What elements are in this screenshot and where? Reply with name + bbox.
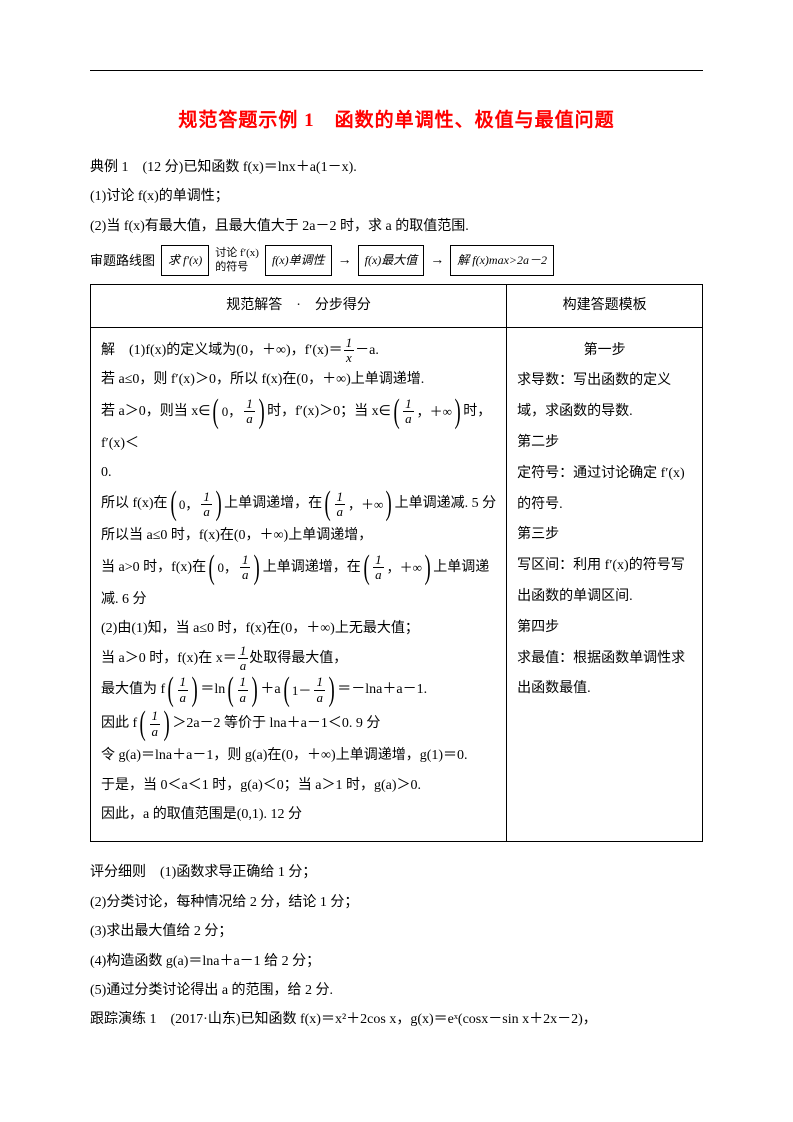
interval: (1a，＋∞) [391, 395, 463, 429]
step-4-title: 第四步 [517, 613, 692, 644]
flow-annotation: 讨论 f′(x) 的符号 [215, 247, 259, 273]
problem-q2: (2)当 f(x)有最大值，且最大值大于 2a－2 时，求 a 的取值范围. [90, 212, 703, 241]
table-row: 解 (1)f(x)的定义域为(0，＋∞)，f′(x)＝1x－a. 若 a≤0，则… [91, 327, 703, 842]
problem-q1: (1)讨论 f(x)的单调性； [90, 182, 703, 211]
problem-header: 典例 1 (12 分)已知函数 f(x)＝lnx＋a(1－x). [90, 153, 703, 182]
solution-line: 因此，a 的取值范围是(0,1). 12 分 [101, 800, 496, 829]
flow-label: 审题路线图 [90, 247, 155, 274]
step-2-body: 定符号：通过讨论确定 f′(x)的符号. [517, 459, 692, 521]
step-1-body: 求导数：写出函数的定义域，求函数的导数. [517, 366, 692, 428]
fraction: 1x [344, 336, 355, 366]
paren: (1a) [137, 707, 172, 741]
page-title: 规范答题示例 1 函数的单调性、极值与最值问题 [90, 101, 703, 141]
flow-annotation-bottom: 的符号 [215, 261, 248, 274]
flow-diagram: 审题路线图 求 f′(x) 讨论 f′(x) 的符号 f(x)单调性 → f(x… [90, 245, 703, 276]
interval: (0，1a) [206, 551, 263, 585]
interval: (0，1a) [168, 487, 225, 521]
solution-line: 若 a＞0，则当 x∈(0，1a)时，f′(x)＞0；当 x∈(1a，＋∞)时，… [101, 395, 496, 458]
page: 规范答题示例 1 函数的单调性、极值与最值问题 典例 1 (12 分)已知函数 … [0, 0, 793, 1122]
text: 上单调递增，在 [263, 560, 361, 575]
text: ，＋∞ [417, 405, 452, 418]
text: 当 a＞0 时，f(x)在 x＝ [101, 651, 237, 666]
scoring-rule: (5)通过分类讨论得出 a 的范围，给 2 分. [90, 976, 703, 1005]
solution-line: 因此 f(1a)＞2a－2 等价于 lna＋a－1＜0. 9 分 [101, 707, 496, 741]
interval: (1a，＋∞) [322, 487, 394, 521]
solution-line: 当 a＞0 时，f(x)在 x＝1a处取得最大值， [101, 644, 496, 674]
table-header-right: 构建答题模板 [507, 285, 703, 327]
solution-table: 规范解答 · 分步得分 构建答题模板 解 (1)f(x)的定义域为(0，＋∞)，… [90, 284, 703, 842]
top-rule [90, 70, 703, 71]
scoring-rule: (3)求出最大值给 2 分； [90, 917, 703, 946]
flow-box-3: f(x)最大值 [358, 245, 425, 276]
solution-line: 0. [101, 458, 496, 487]
step-3-body: 写区间：利用 f′(x)的符号写出函数的单调区间. [517, 551, 692, 613]
text: 当 a>0 时，f(x)在 [101, 560, 206, 575]
solution-line: 若 a≤0，则 f′(x)＞0，所以 f(x)在(0，＋∞)上单调递增. [101, 365, 496, 394]
flow-annotation-top: 讨论 f′(x) [215, 247, 259, 260]
interval: (1a，＋∞) [361, 551, 433, 585]
text: －a. [355, 343, 379, 358]
solution-cell: 解 (1)f(x)的定义域为(0，＋∞)，f′(x)＝1x－a. 若 a≤0，则… [91, 327, 507, 842]
text: 因此 f [101, 716, 137, 731]
step-4-body: 求最值：根据函数单调性求出函数最值. [517, 644, 692, 706]
table-header-left: 规范解答 · 分步得分 [91, 285, 507, 327]
solution-line: 当 a>0 时，f(x)在(0，1a)上单调递增，在(1a，＋∞)上单调递减. … [101, 551, 496, 614]
text: 0， [222, 405, 242, 418]
text: 解 (1)f(x)的定义域为(0，＋∞)，f′(x)＝ [101, 343, 343, 358]
paren: (1a) [225, 673, 260, 707]
flow-box-2: f(x)单调性 [265, 245, 332, 276]
text: 上单调递减. 5 分 [395, 497, 497, 512]
step-3-title: 第三步 [517, 520, 692, 551]
interval: (0，1a) [210, 395, 267, 429]
solution-line: 于是，当 0＜a＜1 时，g(a)＜0；当 a＞1 时，g(a)＞0. [101, 771, 496, 800]
text: 最大值为 f [101, 682, 165, 697]
text: 时，f′(x)＞0；当 x∈ [267, 404, 391, 419]
arrow-icon: → [430, 246, 444, 275]
text: 上单调递增，在 [224, 497, 322, 512]
text: ＋a [260, 682, 280, 697]
text: 若 a＞0，则当 x∈ [101, 404, 210, 419]
solution-line: 令 g(a)＝lna＋a－1，则 g(a)在(0，＋∞)上单调递增，g(1)＝0… [101, 741, 496, 770]
step-2-title: 第二步 [517, 428, 692, 459]
text: ＝－lna＋a－1. [337, 682, 427, 697]
solution-line: 所以 f(x)在(0，1a)上单调递增，在(1a，＋∞)上单调递减. 5 分 [101, 487, 496, 521]
step-1-title: 第一步 [517, 336, 692, 367]
frac-den: x [344, 350, 355, 365]
followup-exercise: 跟踪演练 1 (2017·山东)已知函数 f(x)＝x²＋2cos x，g(x)… [90, 1005, 703, 1034]
text: 所以 f(x)在 [101, 497, 168, 512]
text: ＝ln [200, 682, 225, 697]
flow-box-1: 求 f′(x) [161, 245, 209, 276]
fraction: 1a [238, 644, 249, 674]
solution-line: 最大值为 f(1a)＝ln(1a)＋a(1－1a)＝－lna＋a－1. [101, 673, 496, 707]
solution-line: (2)由(1)知，当 a≤0 时，f(x)在(0，＋∞)上无最大值； [101, 614, 496, 643]
scoring-rule: 评分细则 (1)函数求导正确给 1 分； [90, 858, 703, 887]
scoring-rule: (2)分类讨论，每种情况给 2 分，结论 1 分； [90, 888, 703, 917]
text: 处取得最大值， [249, 651, 347, 666]
paren: (1－1a) [281, 673, 338, 707]
solution-line: 所以当 a≤0 时，f(x)在(0，＋∞)上单调递增， [101, 521, 496, 550]
arrow-icon: → [338, 246, 352, 275]
scoring-rule: (4)构造函数 g(a)＝lna＋a－1 给 2 分； [90, 947, 703, 976]
frac-num: 1 [344, 336, 355, 350]
text: ＞2a－2 等价于 lna＋a－1＜0. 9 分 [172, 716, 380, 731]
table-row: 规范解答 · 分步得分 构建答题模板 [91, 285, 703, 327]
template-cell: 第一步 求导数：写出函数的定义域，求函数的导数. 第二步 定符号：通过讨论确定 … [507, 327, 703, 842]
paren: (1a) [165, 673, 200, 707]
solution-line: 解 (1)f(x)的定义域为(0，＋∞)，f′(x)＝1x－a. [101, 336, 496, 366]
flow-box-4: 解 f(x)max>2a－2 [450, 245, 554, 276]
problem-header-text: 典例 1 (12 分)已知函数 f(x)＝lnx＋a(1－x). [90, 160, 357, 175]
text: 1－ [292, 684, 312, 697]
